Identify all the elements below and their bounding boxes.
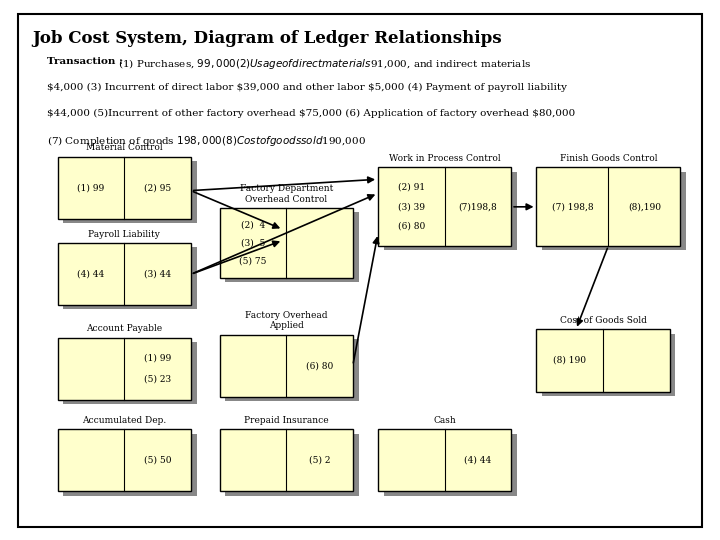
Text: $44,000 (5)Incurrent of other factory overhead $75,000 (6) Application of factor: $44,000 (5)Incurrent of other factory ov…: [47, 109, 575, 118]
Text: (1) Purchases, $99,000 (2) Usage of direct materials $91,000, and indirect mater: (1) Purchases, $99,000 (2) Usage of dire…: [115, 57, 531, 71]
Text: (8) 190: (8) 190: [553, 356, 586, 365]
Bar: [225, 212, 359, 282]
Bar: [384, 434, 517, 496]
Bar: [542, 172, 686, 250]
Text: Transaction :: Transaction :: [47, 57, 122, 66]
Text: (3) 39: (3) 39: [397, 202, 425, 211]
Text: Finish Goods Control: Finish Goods Control: [559, 154, 657, 163]
Text: (1) 99: (1) 99: [144, 354, 171, 363]
Text: Cost of Goods Sold: Cost of Goods Sold: [559, 316, 647, 325]
Bar: [220, 429, 353, 491]
Text: (2) 91: (2) 91: [397, 183, 425, 192]
Text: Accumulated Dep.: Accumulated Dep.: [82, 416, 166, 425]
Text: Work in Process Control: Work in Process Control: [389, 154, 500, 163]
Bar: [378, 167, 511, 246]
Bar: [58, 429, 191, 491]
Text: (4) 44: (4) 44: [77, 269, 104, 279]
Text: (6) 80: (6) 80: [397, 221, 425, 231]
Text: (7) 198,8: (7) 198,8: [552, 202, 593, 211]
Text: (7) Completion of goods $198,000 (8) Cost of goods sold $190,000: (7) Completion of goods $198,000 (8) Cos…: [47, 134, 366, 149]
Text: (7)198,8: (7)198,8: [459, 202, 498, 211]
Text: Factory Overhead
Applied: Factory Overhead Applied: [245, 311, 328, 330]
Text: (5) 2: (5) 2: [309, 456, 330, 465]
Bar: [536, 329, 670, 392]
Text: (2) 95: (2) 95: [144, 183, 171, 192]
Text: (5) 23: (5) 23: [144, 374, 171, 383]
Bar: [63, 161, 197, 223]
Text: (4) 44: (4) 44: [464, 456, 492, 465]
Bar: [63, 342, 197, 404]
Text: (6) 80: (6) 80: [306, 361, 333, 370]
Text: Job Cost System, Diagram of Ledger Relationships: Job Cost System, Diagram of Ledger Relat…: [32, 30, 502, 46]
Text: (3)  5: (3) 5: [240, 239, 265, 247]
Bar: [378, 429, 511, 491]
Bar: [58, 338, 191, 400]
Bar: [542, 334, 675, 396]
Text: (3) 44: (3) 44: [144, 269, 171, 279]
Bar: [58, 243, 191, 305]
Text: $4,000 (3) Incurrent of direct labor $39,000 and other labor $5,000 (4) Payment : $4,000 (3) Incurrent of direct labor $39…: [47, 83, 567, 92]
Bar: [536, 167, 680, 246]
Text: (2)  4: (2) 4: [240, 221, 265, 230]
Bar: [220, 208, 353, 278]
Text: (8),190: (8),190: [628, 202, 661, 211]
Bar: [58, 157, 191, 219]
Text: Prepaid Insurance: Prepaid Insurance: [244, 416, 328, 425]
Bar: [225, 434, 359, 496]
Bar: [220, 335, 353, 397]
Text: Account Payable: Account Payable: [86, 324, 162, 333]
Text: (5) 50: (5) 50: [144, 456, 171, 465]
Text: (5) 75: (5) 75: [239, 256, 266, 265]
Text: Material Control: Material Control: [86, 143, 163, 152]
Bar: [63, 247, 197, 309]
Text: Factory Department
Overhead Control: Factory Department Overhead Control: [240, 184, 333, 204]
Text: Cash: Cash: [433, 416, 456, 425]
Text: (1) 99: (1) 99: [77, 183, 104, 192]
Bar: [225, 339, 359, 401]
Text: Payroll Liability: Payroll Liability: [89, 230, 160, 239]
Bar: [384, 172, 517, 250]
Bar: [63, 434, 197, 496]
